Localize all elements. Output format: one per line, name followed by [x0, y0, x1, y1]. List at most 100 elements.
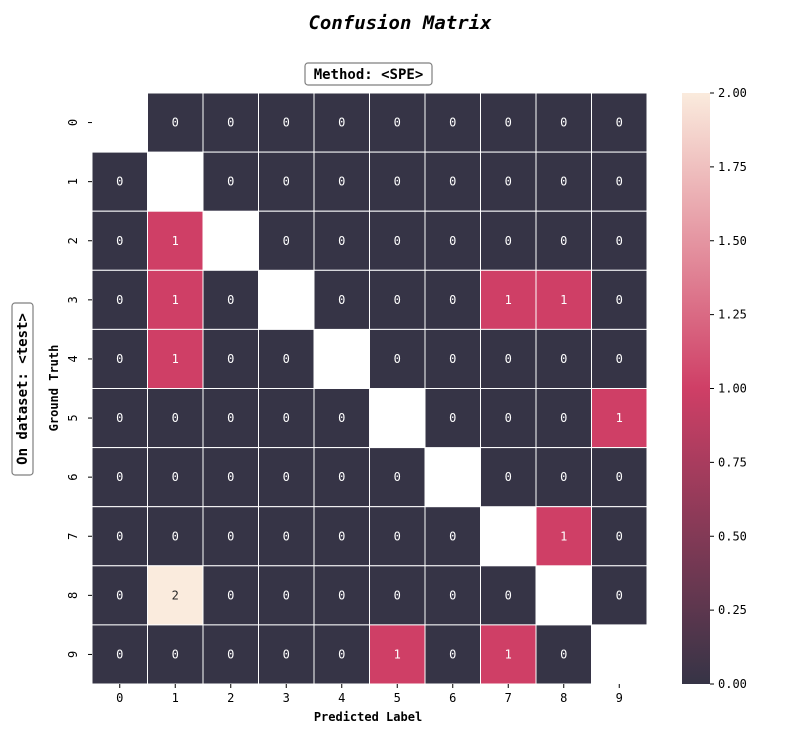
cell-value-label: 0	[394, 352, 401, 366]
cell-value-label: 0	[616, 116, 623, 130]
colorbar-tick-label: 1.50	[718, 234, 747, 248]
cell-value-label: 0	[172, 470, 179, 484]
colorbar-tick-label: 2.00	[718, 86, 747, 100]
cell-value-label: 0	[560, 116, 567, 130]
cell-value-label: 1	[505, 647, 512, 661]
cell-value-label: 0	[338, 411, 345, 425]
heatmap-cell	[535, 210, 592, 271]
cell-value-label: 0	[172, 116, 179, 130]
cell-value-label: 0	[449, 647, 456, 661]
heatmap-cell	[258, 447, 315, 508]
cell-value-label: 0	[172, 647, 179, 661]
heatmap-cell	[202, 506, 259, 567]
cell-value-label: 0	[283, 234, 290, 248]
heatmap-cell	[535, 92, 592, 153]
cell-value-label: 0	[616, 588, 623, 602]
cell-value-label: 0	[505, 588, 512, 602]
x-tick-label: 8	[560, 691, 567, 705]
heatmap-cell	[591, 269, 648, 330]
heatmap-cell	[591, 506, 648, 567]
cell-value-label: 0	[338, 116, 345, 130]
cell-value-label: 0	[227, 529, 234, 543]
cell-value-label: 0	[394, 470, 401, 484]
heatmap-cell	[424, 210, 481, 271]
cell-value-label: 0	[449, 116, 456, 130]
cell-value-label: 0	[338, 175, 345, 189]
cell-value-label: 0	[560, 234, 567, 248]
cell-value-label: 0	[560, 411, 567, 425]
chart-subtitle: Method: <SPE>	[314, 67, 424, 83]
colorbar-tick-label: 0.50	[718, 529, 747, 543]
heatmap-cell	[535, 151, 592, 212]
heatmap-cell	[147, 210, 204, 271]
cell-value-label: 0	[394, 293, 401, 307]
cell-value-label: 0	[283, 470, 290, 484]
heatmap-cell	[480, 328, 537, 389]
heatmap-cell	[369, 92, 426, 153]
heatmap-cell	[535, 624, 592, 685]
cell-value-label: 0	[616, 529, 623, 543]
y-tick-label: 1	[66, 178, 80, 185]
x-axis-ticks: 0 1 2 3 4 5 6 7 8 9	[116, 684, 623, 705]
cell-value-label: 0	[616, 352, 623, 366]
cell-value-label: 0	[116, 293, 123, 307]
y-tick-label: 2	[66, 237, 80, 244]
heatmap-cell	[591, 210, 648, 271]
cell-value-label: 0	[505, 234, 512, 248]
colorbar: 0.00 0.25 0.50 0.75 1.00 1.25 1.50 1.75 2.00	[682, 86, 747, 691]
heatmap-cell	[202, 151, 259, 212]
heatmap-cell	[202, 269, 259, 330]
heatmap-cell	[591, 388, 648, 449]
x-tick-label: 0	[116, 691, 123, 705]
cell-value-label: 0	[560, 470, 567, 484]
x-tick-label: 1	[172, 691, 179, 705]
heatmap-cell	[480, 92, 537, 153]
heatmap-cell	[424, 92, 481, 153]
cell-value-label: 1	[505, 293, 512, 307]
heatmap-cell	[313, 151, 370, 212]
heatmap-cell	[313, 269, 370, 330]
cell-value-label: 0	[449, 588, 456, 602]
heatmap-cell	[202, 565, 259, 626]
heatmap-cell	[424, 565, 481, 626]
heatmap-cells: 0 0 0 0 0 0 0 0 0 0 0 0 0 0 0 0 0 0 0 1 0 0 0 0 0 0 0 0 1 0 0 0 0 1 1 0 0 1 0 0…	[91, 92, 648, 685]
cell-value-label: 0	[116, 352, 123, 366]
cell-value-label: 0	[560, 647, 567, 661]
heatmap-cell	[258, 328, 315, 389]
heatmap-cell	[424, 328, 481, 389]
heatmap-cell	[313, 506, 370, 567]
cell-value-label: 0	[449, 529, 456, 543]
x-tick-label: 5	[394, 691, 401, 705]
cell-value-label: 0	[616, 470, 623, 484]
x-tick-label: 9	[616, 691, 623, 705]
cell-value-label: 0	[283, 175, 290, 189]
y-tick-label: 4	[66, 355, 80, 362]
cell-value-label: 0	[394, 116, 401, 130]
y-axis-label: Ground Truth	[47, 345, 61, 432]
colorbar-tick-label: 1.25	[718, 308, 747, 322]
colorbar-bar	[682, 93, 710, 684]
heatmap-cell	[591, 565, 648, 626]
heatmap-cell	[591, 328, 648, 389]
heatmap-cell	[258, 388, 315, 449]
heatmap-cell	[258, 151, 315, 212]
heatmap-cell	[591, 151, 648, 212]
y-tick-label: 7	[66, 533, 80, 540]
cell-value-label: 2	[172, 588, 179, 602]
cell-value-label: 0	[338, 470, 345, 484]
dataset-label: On dataset: <test>	[15, 313, 31, 465]
cell-value-label: 0	[116, 411, 123, 425]
heatmap-cell	[147, 328, 204, 389]
cell-value-label: 0	[172, 411, 179, 425]
heatmap-cell	[535, 269, 592, 330]
cell-value-label: 0	[505, 470, 512, 484]
cell-value-label: 1	[560, 293, 567, 307]
cell-value-label: 0	[116, 529, 123, 543]
heatmap-cell	[91, 447, 148, 508]
cell-value-label: 0	[616, 175, 623, 189]
x-tick-label: 7	[505, 691, 512, 705]
y-axis-ticks: 0 1 2 3 4 5 6 7 8 9	[66, 119, 92, 658]
cell-value-label: 0	[172, 529, 179, 543]
heatmap-cell	[369, 151, 426, 212]
cell-value-label: 0	[227, 588, 234, 602]
